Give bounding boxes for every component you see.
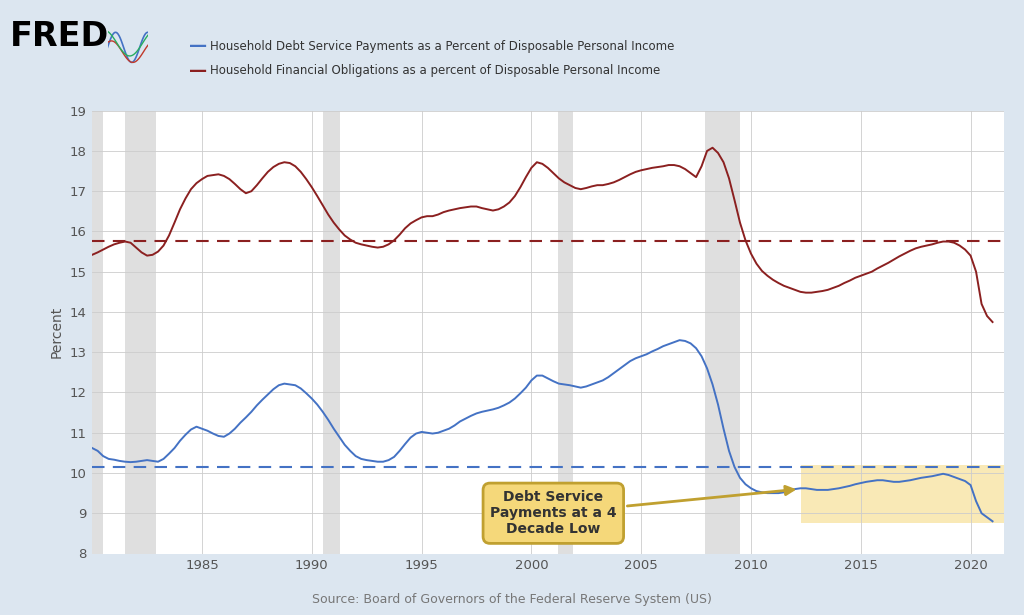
Text: Household Financial Obligations as a percent of Disposable Personal Income: Household Financial Obligations as a per… [210, 64, 660, 77]
Bar [323, 111, 340, 554]
Bar [92, 111, 103, 554]
Y-axis label: Percent: Percent [50, 306, 65, 358]
Text: FRED: FRED [10, 20, 110, 54]
Bar [125, 111, 156, 554]
Text: Debt Service
Payments at a 4
Decade Low: Debt Service Payments at a 4 Decade Low [490, 486, 794, 536]
Text: Source: Board of Governors of the Federal Reserve System (US): Source: Board of Governors of the Federa… [312, 593, 712, 606]
Bar [802, 465, 1004, 523]
Bar [558, 111, 573, 554]
Text: Household Debt Service Payments as a Percent of Disposable Personal Income: Household Debt Service Payments as a Per… [210, 39, 674, 53]
Text: —: — [189, 62, 208, 80]
Bar [705, 111, 740, 554]
Text: —: — [189, 37, 208, 55]
